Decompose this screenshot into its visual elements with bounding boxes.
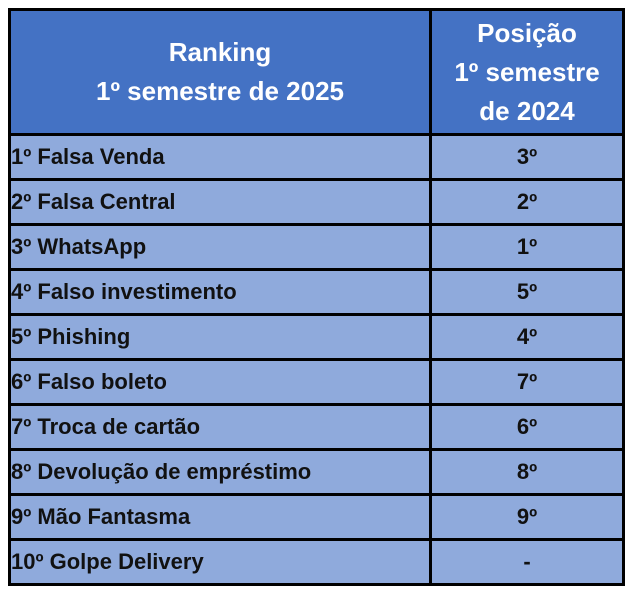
table-row: 10º Golpe Delivery - <box>8 538 625 586</box>
previous-position: - <box>429 538 625 586</box>
table-row: 7º Troca de cartão 6º <box>8 403 625 451</box>
previous-position: 1º <box>429 223 625 271</box>
scam-ranking-table: Ranking 1º semestre de 2025 Posição 1º s… <box>8 8 625 586</box>
table-row: 3º WhatsApp 1º <box>8 223 625 271</box>
rank-item: 6º Falso boleto <box>8 358 432 406</box>
table-row: 2º Falsa Central 2º <box>8 178 625 226</box>
rank-item: 5º Phishing <box>8 313 432 361</box>
table-row: 8º Devolução de empréstimo 8º <box>8 448 625 496</box>
previous-position: 9º <box>429 493 625 541</box>
rank-item: 1º Falsa Venda <box>8 133 432 181</box>
previous-position: 4º <box>429 313 625 361</box>
previous-position: 5º <box>429 268 625 316</box>
table-row: 4º Falso investimento 5º <box>8 268 625 316</box>
rank-item: 3º WhatsApp <box>8 223 432 271</box>
table-header: Ranking 1º semestre de 2025 Posição 1º s… <box>8 8 625 136</box>
previous-position: 3º <box>429 133 625 181</box>
table-row: 1º Falsa Venda 3º <box>8 133 625 181</box>
rank-item: 9º Mão Fantasma <box>8 493 432 541</box>
previous-position: 2º <box>429 178 625 226</box>
previous-position: 8º <box>429 448 625 496</box>
header-ranking-2025: Ranking 1º semestre de 2025 <box>8 8 432 136</box>
table-row: 6º Falso boleto 7º <box>8 358 625 406</box>
rank-item: 8º Devolução de empréstimo <box>8 448 432 496</box>
rank-item: 4º Falso investimento <box>8 268 432 316</box>
header-position-2024: Posição 1º semestre de 2024 <box>429 8 625 136</box>
rank-item: 10º Golpe Delivery <box>8 538 432 586</box>
rank-item: 7º Troca de cartão <box>8 403 432 451</box>
previous-position: 6º <box>429 403 625 451</box>
header-row: Ranking 1º semestre de 2025 Posição 1º s… <box>8 8 625 136</box>
rank-item: 2º Falsa Central <box>8 178 432 226</box>
previous-position: 7º <box>429 358 625 406</box>
table-row: 5º Phishing 4º <box>8 313 625 361</box>
table-body: 1º Falsa Venda 3º 2º Falsa Central 2º 3º… <box>8 133 625 586</box>
table-row: 9º Mão Fantasma 9º <box>8 493 625 541</box>
